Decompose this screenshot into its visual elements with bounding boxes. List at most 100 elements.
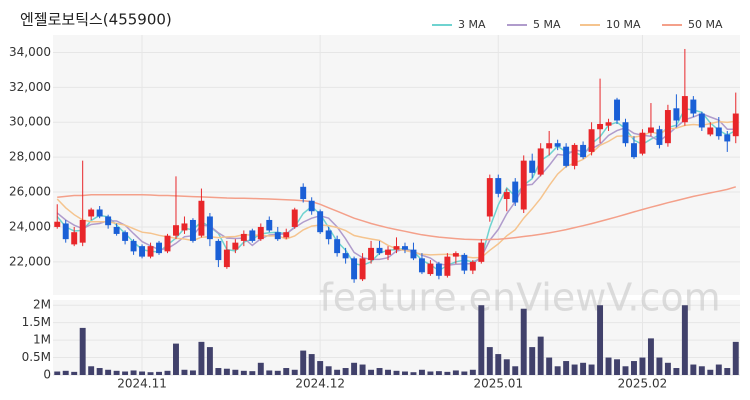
candle-body [427, 263, 434, 275]
y-tick-label: 0.5M [22, 350, 51, 364]
volume-bar [673, 368, 680, 375]
candle-body [139, 246, 146, 257]
volume-bar [427, 371, 434, 375]
candle-body [156, 242, 162, 254]
volume-bar [393, 370, 400, 375]
volume-bar [537, 336, 544, 375]
candle-body [232, 242, 239, 250]
candle-body [240, 233, 247, 241]
candle-body [122, 232, 129, 241]
candle-body [334, 239, 341, 254]
volume-bar [240, 370, 247, 375]
volume-bar [512, 366, 519, 375]
volume-bar [707, 369, 714, 375]
y-tick-label: 30,000 [9, 115, 51, 129]
candle-body [198, 200, 205, 236]
volume-bar [580, 362, 587, 375]
volume-bar [71, 371, 78, 375]
volume-bar [605, 357, 612, 375]
volume-bar [215, 368, 222, 375]
volume-bar [88, 366, 95, 375]
candle-body [113, 226, 120, 234]
x-tick-label: 2024.11 [117, 377, 167, 391]
candle-body [71, 232, 78, 245]
candle-body [173, 225, 179, 236]
volume-bar [325, 366, 332, 375]
volume-bar [529, 347, 536, 375]
candle-body [96, 209, 103, 217]
candle-body [732, 113, 739, 137]
candle-body [546, 143, 553, 149]
legend-label: 10 MA [606, 18, 641, 31]
volume-bar [554, 366, 561, 375]
volume-bar [452, 370, 459, 375]
volume-bar [223, 368, 230, 375]
volume-bar [359, 364, 366, 375]
volume-bar [588, 364, 595, 375]
candle-body [461, 254, 468, 271]
volume-bar [105, 369, 112, 375]
volume-bar [503, 359, 510, 375]
volume-bar [189, 370, 196, 375]
candle-body [588, 129, 595, 152]
volume-bar [478, 305, 485, 375]
candle-body [656, 129, 663, 145]
volume-bar [520, 308, 527, 375]
candle-body [614, 99, 620, 121]
candle-body [444, 256, 451, 276]
x-tick-label: 2025.01 [473, 377, 523, 391]
candle-body [164, 235, 171, 252]
candle-body [690, 99, 697, 114]
volume-bar [173, 343, 179, 375]
y-tick-label: 26,000 [9, 185, 51, 199]
volume-bar [435, 371, 442, 375]
y-tick-label: 1.5M [22, 315, 51, 329]
volume-bar [291, 369, 298, 375]
volume-bar [614, 359, 620, 375]
volume-bar [639, 357, 646, 375]
volume-bar [444, 371, 451, 375]
volume-bar [469, 369, 476, 375]
candle-body [605, 122, 612, 126]
volume-bar [664, 362, 671, 375]
volume-bar [461, 371, 468, 375]
candle-body [402, 246, 408, 250]
candle-body [529, 160, 536, 173]
candle-body [291, 209, 298, 227]
volume-bar [334, 369, 341, 375]
volume-bar [715, 364, 722, 375]
y-tick-label: 22,000 [9, 254, 51, 268]
volume-bar [563, 361, 570, 375]
chart-title: 엔젤로보틱스(455900) [20, 11, 172, 29]
volume-bar [181, 369, 188, 375]
y-tick-label: 0 [43, 368, 51, 382]
candle-body [410, 249, 417, 259]
volume-bar [410, 372, 417, 375]
candle-body [351, 258, 358, 280]
legend-label: 50 MA [688, 18, 723, 31]
volume-bar [249, 371, 256, 375]
volume-bar [308, 354, 315, 375]
volume-bar [402, 371, 408, 375]
candle-body [707, 127, 714, 135]
volume-bar [690, 364, 697, 375]
candle-body [622, 122, 629, 144]
candle-body [181, 223, 188, 231]
candle-body [308, 200, 315, 212]
volume-bar [257, 362, 264, 375]
x-tick-label: 2024.12 [295, 377, 345, 391]
volume-bar [647, 338, 654, 375]
candle-body [266, 219, 273, 231]
y-tick-label: 34,000 [9, 45, 51, 59]
volume-bar [486, 347, 493, 375]
volume-bar [317, 361, 324, 375]
candle-body [223, 249, 230, 268]
candle-body [478, 242, 485, 262]
candle-body [147, 246, 154, 257]
candle-body [724, 134, 731, 142]
volume-bar [351, 362, 358, 375]
candle-body [495, 178, 502, 194]
volume-bar [54, 371, 61, 375]
price-panel [53, 35, 740, 295]
